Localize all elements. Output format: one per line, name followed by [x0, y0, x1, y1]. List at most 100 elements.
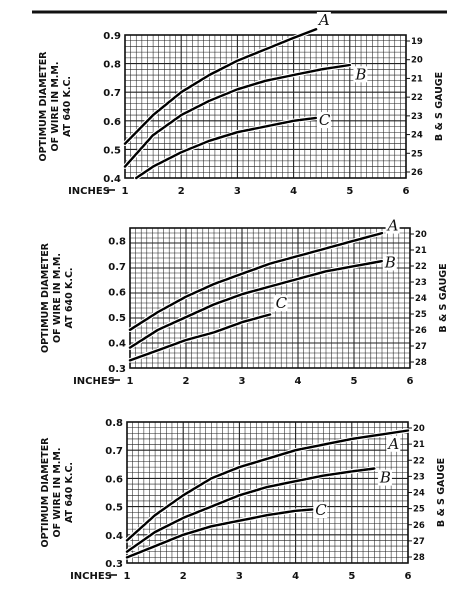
- x-tick-label: 3: [234, 186, 241, 197]
- right-tick-label: 22: [415, 262, 427, 272]
- right-tick-label: 19: [411, 37, 423, 47]
- y-axis-label-line: AT 640 K.C.: [62, 76, 73, 137]
- y-tick-label: 0.8: [103, 60, 121, 71]
- series-label-bg: [377, 469, 392, 486]
- y-axis-label-line: OPTIMUM DIAMETER: [40, 437, 51, 548]
- x-tick-label: 2: [183, 376, 190, 387]
- right-tick-label: 28: [415, 358, 427, 368]
- x-tick-label: 3: [236, 571, 243, 582]
- right-axis-label: B & S GAUGE: [438, 263, 449, 332]
- y-tick-label: 0.5: [103, 145, 121, 156]
- right-tick-label: 20: [411, 56, 423, 66]
- y-axis-label-line: OF WIRE IN M.M.: [52, 253, 63, 343]
- right-tick-label: 21: [411, 74, 423, 84]
- y-tick-label: 0.8: [105, 418, 123, 429]
- series-label-bg: [273, 295, 288, 312]
- right-tick-label: 23: [413, 472, 425, 482]
- right-tick-label: 24: [413, 489, 425, 499]
- x-axis-label: INCHES: [68, 186, 110, 197]
- y-axis-label-line: OPTIMUM DIAMETER: [40, 242, 51, 353]
- x-tick-label: 1: [127, 376, 134, 387]
- right-tick-label: 20: [413, 424, 425, 434]
- series-label-B: B: [379, 469, 391, 487]
- y-tick-label: 0.7: [105, 446, 123, 457]
- series-label-bg: [316, 112, 331, 129]
- y-tick-label: 0.3: [108, 364, 126, 375]
- y-tick-label: 0.5: [105, 503, 123, 514]
- x-tick-label: 1: [122, 186, 129, 197]
- right-tick-label: 21: [415, 246, 427, 256]
- series-line-C: [135, 116, 318, 180]
- series-halo-A: [127, 230, 385, 333]
- right-tick-label: 23: [411, 112, 423, 122]
- right-tick-label: 26: [413, 521, 425, 531]
- y-tick-label: 0.9: [103, 31, 121, 42]
- y-tick-label: 0.5: [108, 313, 126, 324]
- series-label-bg: [313, 502, 328, 519]
- series-label-A: A: [386, 435, 399, 453]
- y-tick-label: 0.3: [105, 559, 123, 570]
- right-tick-label: 24: [411, 131, 423, 141]
- y-tick-label: 0.8: [108, 237, 126, 248]
- x-axis-label: INCHES: [73, 376, 115, 387]
- x-tick-label: 2: [180, 571, 187, 582]
- x-tick-label: 4: [292, 571, 299, 582]
- y-tick-label: 0.6: [108, 288, 126, 299]
- series-label-bg: [316, 11, 331, 28]
- series-line-A: [123, 28, 318, 145]
- right-tick-label: 26: [411, 168, 423, 178]
- series-label-bg: [386, 435, 401, 452]
- x-tick-label: 1: [124, 571, 131, 582]
- x-tick-label: 4: [290, 186, 297, 197]
- y-tick-label: 0.7: [103, 88, 121, 99]
- x-tick-label: 5: [348, 571, 355, 582]
- series-label-bg: [353, 66, 368, 83]
- x-tick-label: 2: [178, 186, 185, 197]
- right-tick-label: 26: [415, 326, 427, 336]
- y-tick-label: 0.7: [108, 262, 126, 273]
- series-line-C: [125, 508, 314, 559]
- series-label-A: A: [317, 11, 330, 29]
- series-line-B: [123, 63, 351, 168]
- series-label-C: C: [315, 501, 327, 519]
- plot-frame: [124, 34, 407, 179]
- y-tick-label: 0.4: [103, 174, 121, 185]
- right-tick-label: 25: [411, 149, 423, 159]
- y-axis-label-line: OF WIRE IN M.M.: [52, 448, 63, 538]
- series-label-bg: [382, 254, 397, 271]
- series-label-B: B: [354, 65, 366, 83]
- right-tick-label: 20: [415, 230, 427, 240]
- series-line-B: [128, 259, 384, 349]
- series-label-A: A: [386, 217, 399, 235]
- y-tick-label: 0.4: [105, 531, 123, 542]
- x-tick-label: 3: [239, 376, 246, 387]
- right-tick-label: 25: [413, 505, 425, 515]
- right-axis-label: B & S GAUGE: [434, 72, 445, 141]
- right-tick-label: 27: [415, 342, 427, 352]
- series-line-C: [128, 313, 272, 362]
- grid: [129, 227, 411, 369]
- y-axis-label-line: AT 640 K.C.: [64, 267, 75, 328]
- series-line-B: [125, 467, 376, 553]
- right-tick-label: 22: [411, 93, 423, 103]
- series-line-A: [128, 231, 384, 331]
- series-label-B: B: [384, 253, 396, 271]
- series-line-A: [125, 429, 410, 542]
- x-tick-label: 5: [346, 186, 353, 197]
- x-tick-label: 6: [403, 186, 410, 197]
- y-tick-label: 0.6: [105, 474, 123, 485]
- grid: [124, 34, 407, 179]
- x-axis-label: INCHES: [70, 571, 112, 582]
- series-label-C: C: [276, 294, 288, 312]
- x-tick-label: 6: [405, 571, 412, 582]
- right-tick-label: 21: [413, 440, 425, 450]
- right-tick-label: 28: [413, 553, 425, 563]
- right-tick-label: 25: [415, 310, 427, 320]
- y-axis-label-line: OF WIRE IN M.M.: [50, 62, 61, 152]
- y-axis-label-line: OPTIMUM DIAMETER: [38, 51, 49, 162]
- right-tick-label: 23: [415, 278, 427, 288]
